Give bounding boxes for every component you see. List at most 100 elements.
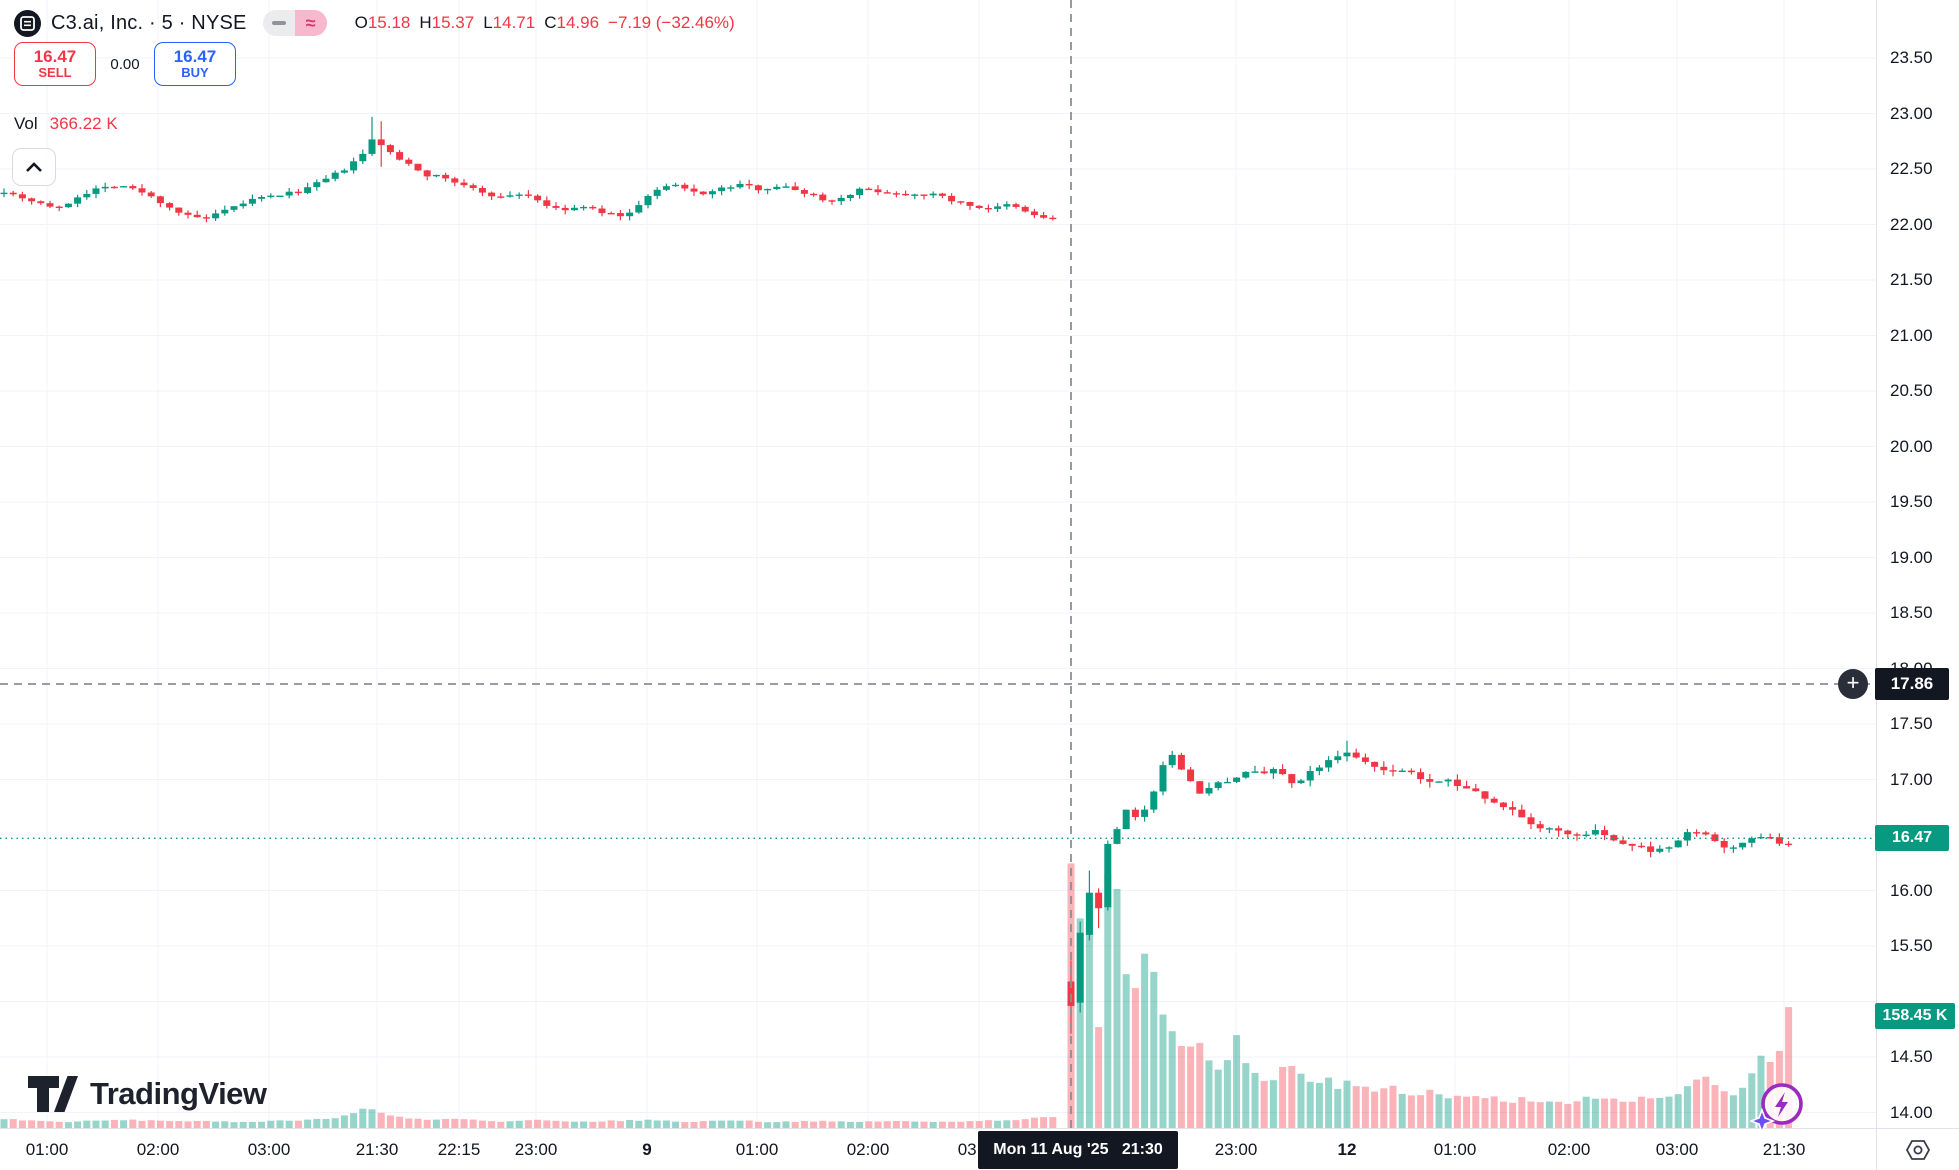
volume-bar <box>1085 901 1093 1128</box>
volume-bar <box>138 1120 146 1128</box>
volume-bar <box>1683 1086 1691 1128</box>
volume-bar <box>644 1119 652 1128</box>
volume-bar <box>1656 1097 1664 1128</box>
volume-legend: Vol 366.22 K <box>14 114 118 134</box>
volume-bar <box>120 1120 128 1128</box>
volume-bar <box>1040 1117 1048 1128</box>
time-tick-label: 9 <box>642 1139 652 1159</box>
price-tick-label: 23.00 <box>1890 103 1933 123</box>
volume-bar <box>1527 1101 1535 1128</box>
candle-body <box>773 186 781 189</box>
collapse-pane-button[interactable] <box>12 148 56 186</box>
crosshair-time-tooltip: Mon 11 Aug '25 21:30 <box>978 1131 1178 1169</box>
candle-body <box>1619 840 1627 844</box>
volume-bar <box>1003 1120 1011 1128</box>
volume-bar <box>359 1108 367 1128</box>
candle-body <box>1315 767 1323 771</box>
volume-bar <box>414 1118 422 1128</box>
candle-body <box>0 192 8 195</box>
price-tick-label: 22.00 <box>1890 214 1933 234</box>
price-axis[interactable]: 14.0014.5015.5016.0017.0017.5018.0018.50… <box>1875 0 1959 1128</box>
volume-bar <box>9 1119 17 1128</box>
candle-body <box>1187 769 1195 782</box>
candle-body <box>1693 832 1701 834</box>
candle-body <box>745 184 753 186</box>
volume-bar <box>442 1119 450 1128</box>
candle-body <box>396 152 404 160</box>
candle-body <box>1085 892 1093 935</box>
volume-bar <box>147 1120 155 1128</box>
volume-bar <box>55 1121 63 1128</box>
volume-label: Vol <box>14 114 38 133</box>
ohlc-open-value: 15.18 <box>367 13 411 32</box>
candle-body <box>708 191 716 195</box>
candle-body <box>1030 211 1038 216</box>
volume-bar <box>580 1121 588 1128</box>
volume-bar <box>1720 1091 1728 1128</box>
time-tick-label: 01:00 <box>25 1139 69 1159</box>
candle-body <box>607 213 615 215</box>
candle-body <box>681 184 689 189</box>
symbol-title[interactable]: C3.ai, Inc. · 5 · NYSE <box>51 11 247 34</box>
candle-body <box>1003 204 1011 207</box>
time-tick-label: 03:00 <box>1655 1139 1699 1159</box>
candle-body <box>1775 837 1783 844</box>
last-price-badge: 16.47 <box>1875 825 1949 851</box>
candle-body <box>994 206 1002 209</box>
ohlc-close-value: 14.96 <box>556 13 600 32</box>
candle-body <box>212 213 220 219</box>
volume-bar <box>616 1121 624 1128</box>
volume-bar <box>322 1119 330 1128</box>
price-tick-label: 14.00 <box>1890 1102 1933 1122</box>
volume-bar <box>846 1121 854 1128</box>
time-tick-label: 03:00 <box>247 1139 291 1159</box>
buy-button[interactable]: 16.47 BUY <box>154 42 236 86</box>
time-axis[interactable]: 21:30 03:00 02:00 01:00 12 23:00 03:00 02:00 01:… <box>0 1128 1959 1170</box>
volume-bar <box>230 1122 238 1128</box>
chevron-up-icon <box>25 161 43 173</box>
ai-flash-icon[interactable] <box>1748 1080 1806 1135</box>
instant-details-eye-icon[interactable] <box>1905 1139 1931 1161</box>
candle-body <box>138 188 146 193</box>
candle-body <box>1683 832 1691 841</box>
volume-bar <box>1785 1007 1793 1128</box>
volume-bar <box>1159 1014 1167 1128</box>
candle-body <box>699 191 707 195</box>
ohlc-low-label: L <box>483 13 493 32</box>
candle-body <box>1371 761 1379 767</box>
candle-body <box>1555 828 1563 831</box>
sell-button[interactable]: 16.47 SELL <box>14 42 96 86</box>
candle-body <box>202 217 210 219</box>
volume-bar <box>515 1120 523 1128</box>
volume-bar <box>1619 1101 1627 1128</box>
volume-bar <box>929 1122 937 1128</box>
candle-body <box>1150 791 1158 810</box>
tradingview-watermark-link[interactable]: TradingView <box>28 1076 267 1112</box>
candle-body <box>451 178 459 183</box>
volume-bar <box>1251 1072 1259 1128</box>
candle-body <box>1702 832 1710 835</box>
volume-bar <box>478 1120 486 1128</box>
chart-surface[interactable] <box>0 0 1876 1128</box>
candle-body <box>1159 765 1167 792</box>
candle-body <box>1463 786 1471 789</box>
add-alert-plus-button[interactable]: + <box>1838 669 1868 699</box>
toggle-minus-segment[interactable] <box>262 10 295 36</box>
volume-bar <box>1187 1046 1195 1128</box>
candle-body <box>1380 766 1388 771</box>
candle-body <box>506 195 514 197</box>
candle-body <box>883 192 891 194</box>
volume-bar <box>432 1119 440 1128</box>
ohlc-close-label: C <box>544 13 557 32</box>
volume-bar <box>1297 1073 1305 1128</box>
candle-body <box>782 186 790 188</box>
candle-body <box>662 186 670 190</box>
candle-body <box>129 186 137 189</box>
volume-bar <box>267 1120 275 1128</box>
candle-body <box>497 196 505 198</box>
volume-bar <box>1325 1077 1333 1128</box>
toggle-approx-segment[interactable]: ≈ <box>294 10 327 36</box>
price-tick-label: 21.50 <box>1890 270 1933 289</box>
candle-body <box>18 194 26 199</box>
